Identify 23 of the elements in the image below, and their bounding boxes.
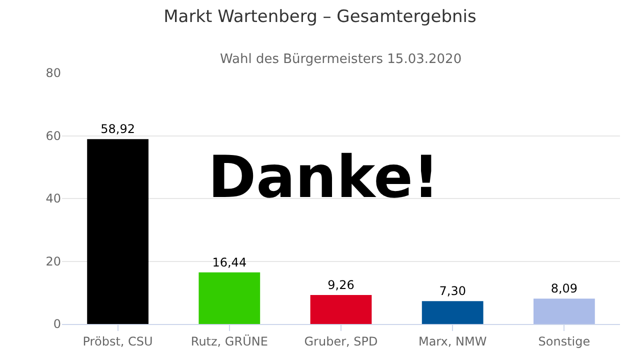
data-label: 9,26 — [328, 278, 354, 292]
data-label: 58,92 — [100, 122, 135, 136]
data-label: 16,44 — [212, 255, 247, 270]
y-tick-label: 40 — [46, 192, 61, 206]
bar — [534, 298, 595, 324]
y-tick-label: 60 — [46, 128, 61, 143]
bar — [422, 301, 484, 324]
chart-subtitle: Wahl des Bürgermeisters 15.03.2020 — [220, 52, 462, 67]
annotation: Danke! — [208, 143, 440, 211]
y-tick-label: 80 — [46, 66, 61, 80]
bar — [87, 139, 148, 324]
data-label: 8,09 — [550, 282, 578, 296]
y-tick-label: 20 — [46, 254, 61, 268]
x-tick-label: Marx, NMW — [418, 334, 487, 348]
x-tick-label: Sonstige — [538, 334, 590, 348]
chart-title: Markt Wartenberg – Gesamtergebnis — [164, 7, 477, 28]
bar — [310, 294, 372, 324]
x-tick-label: Gruber, SPD — [304, 334, 378, 348]
bar — [198, 272, 260, 324]
data-label: 7,30 — [439, 284, 466, 298]
y-tick-label: 0 — [53, 317, 61, 332]
x-tick-label: Pröbst, CSU — [82, 334, 153, 348]
x-tick-label: Rutz, GRÜNE — [190, 334, 268, 348]
